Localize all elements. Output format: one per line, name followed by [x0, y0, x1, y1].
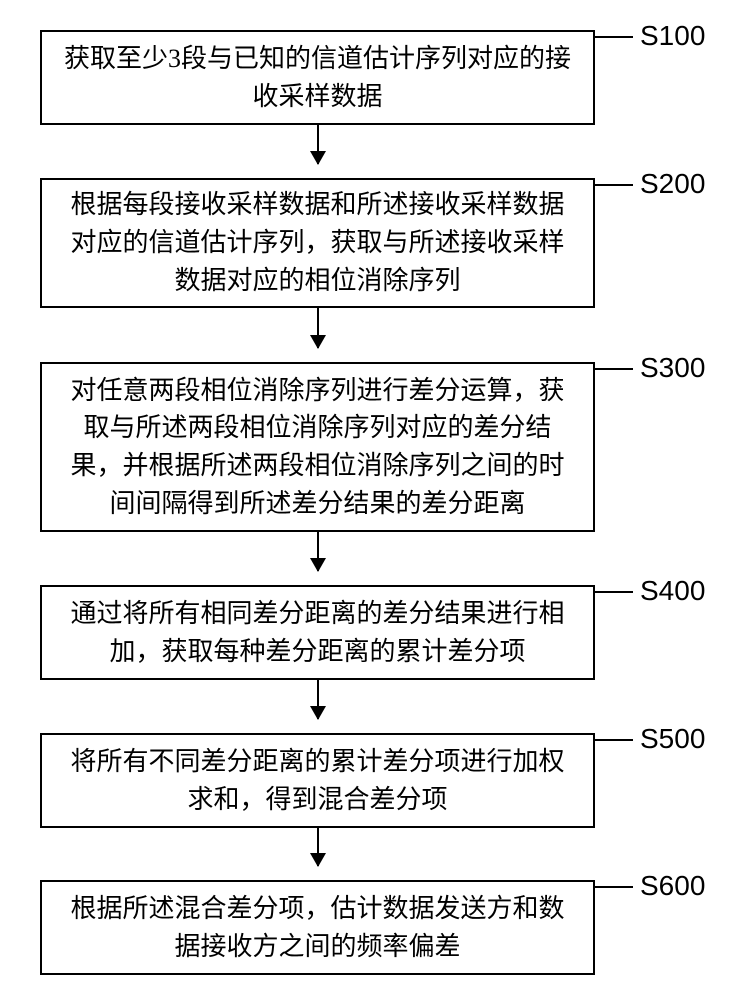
step-label-s300: S300 [640, 352, 705, 384]
label-connector [595, 36, 633, 38]
flowchart-step-s500: 将所有不同差分距离的累计差分项进行加权求和，得到混合差分项 [40, 733, 595, 828]
label-connector [595, 591, 633, 593]
arrow-s300-s400 [317, 532, 319, 571]
flowchart-step-s100: 获取至少3段与已知的信道估计序列对应的接收采样数据 [40, 30, 595, 125]
arrow-s200-s300 [317, 308, 319, 348]
arrow-s400-s500 [317, 680, 319, 719]
flowchart-step-s200: 根据每段接收采样数据和所述接收采样数据对应的信道估计序列，获取与所述接收采样数据… [40, 178, 595, 308]
step-text: 对任意两段相位消除序列进行差分运算，获取与所述两段相位消除序列对应的差分结果，并… [60, 372, 575, 523]
step-text: 通过将所有相同差分距离的差分结果进行相加，获取每种差分距离的累计差分项 [60, 595, 575, 670]
label-connector [595, 886, 633, 888]
label-connector [595, 184, 633, 186]
step-label-s100: S100 [640, 20, 705, 52]
flowchart-step-s300: 对任意两段相位消除序列进行差分运算，获取与所述两段相位消除序列对应的差分结果，并… [40, 362, 595, 532]
step-label-s200: S200 [640, 168, 705, 200]
step-text: 获取至少3段与已知的信道估计序列对应的接收采样数据 [60, 40, 575, 115]
flowchart-canvas: 获取至少3段与已知的信道估计序列对应的接收采样数据 S100 根据每段接收采样数据和… [0, 0, 741, 1000]
step-text: 根据所述混合差分项，估计数据发送方和数据接收方之间的频率偏差 [60, 890, 575, 965]
arrow-s500-s600 [317, 828, 319, 866]
arrow-s100-s200 [317, 125, 319, 164]
step-text: 根据每段接收采样数据和所述接收采样数据对应的信道估计序列，获取与所述接收采样数据… [60, 186, 575, 299]
step-label-s500: S500 [640, 723, 705, 755]
step-label-s400: S400 [640, 575, 705, 607]
step-text: 将所有不同差分距离的累计差分项进行加权求和，得到混合差分项 [60, 743, 575, 818]
label-connector [595, 368, 633, 370]
label-connector [595, 739, 633, 741]
flowchart-step-s400: 通过将所有相同差分距离的差分结果进行相加，获取每种差分距离的累计差分项 [40, 585, 595, 680]
step-label-s600: S600 [640, 870, 705, 902]
flowchart-step-s600: 根据所述混合差分项，估计数据发送方和数据接收方之间的频率偏差 [40, 880, 595, 975]
